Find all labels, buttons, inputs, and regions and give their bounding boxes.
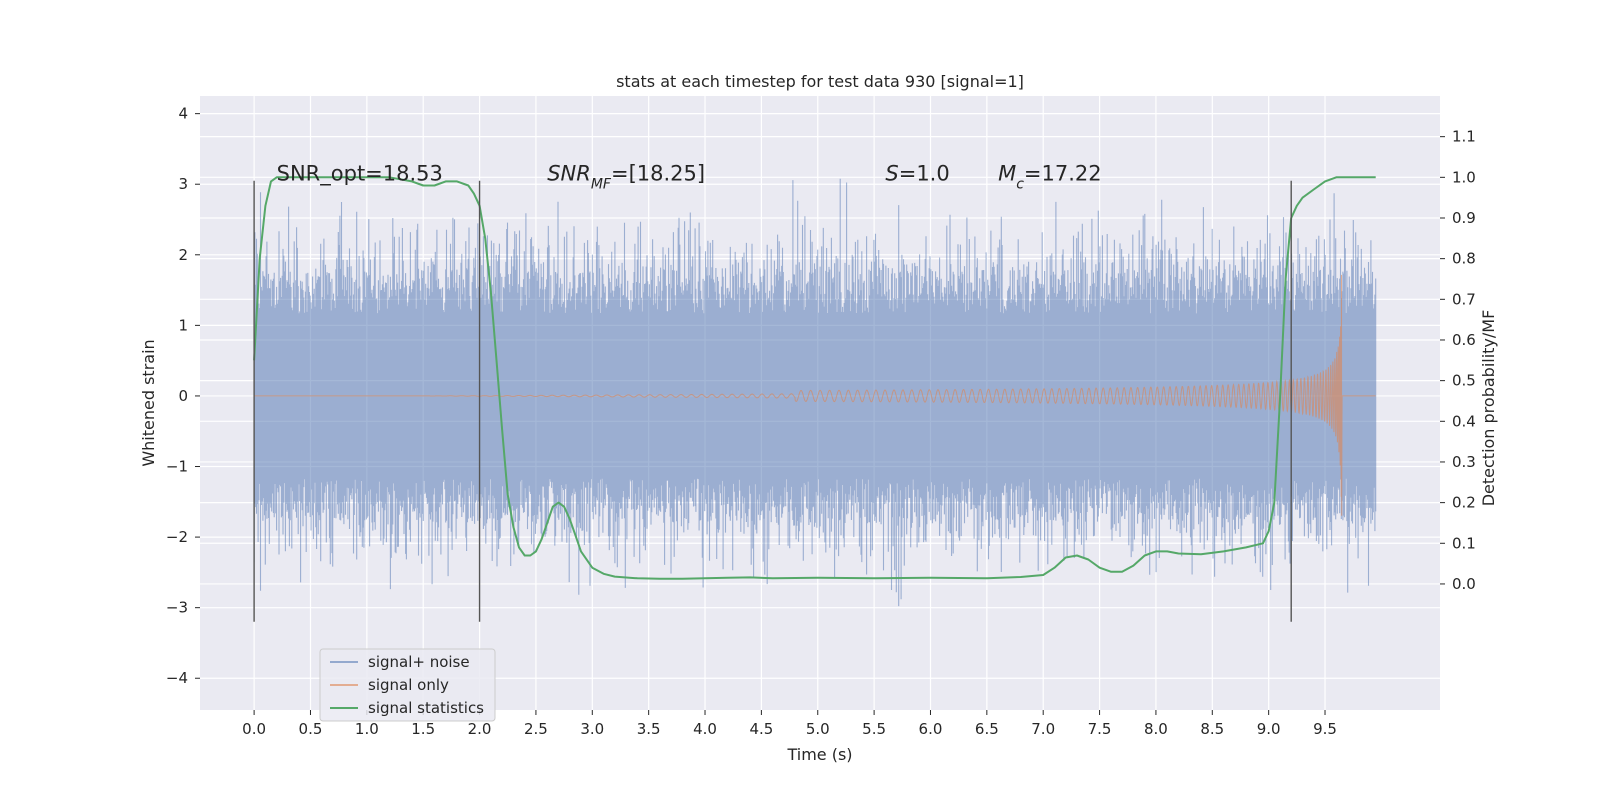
annotation-part: SNR xyxy=(547,162,591,186)
x-tick-label: 1.5 xyxy=(411,720,435,738)
annotation-part: c xyxy=(1016,177,1024,193)
x-tick-label: 9.0 xyxy=(1257,720,1281,738)
annotation-part: =17.22 xyxy=(1024,162,1102,186)
chart-title: stats at each timestep for test data 930… xyxy=(616,72,1024,91)
x-axis-ticks: 0.0 0.5 1.0 1.5 2.0 2.5 3.0 3.5 4.0 4.5 5.0 5.5 6.0 6… xyxy=(242,710,1337,738)
y2-axis-ticks: 0.0 0.1 0.2 0.3 0.4 0.5 0.6 0.7 0.8 0.9 1.0 1.1 xyxy=(1440,128,1476,593)
legend: signal+ noise signal only signal statist… xyxy=(319,648,496,722)
x-tick-label: 0.5 xyxy=(299,720,323,738)
x-tick-label: 5.5 xyxy=(862,720,886,738)
annotation-text: S=1.0 xyxy=(885,162,949,186)
y2-tick-label: 0.8 xyxy=(1452,250,1476,268)
annotation-text: SNRMF=[18.25] xyxy=(547,162,705,193)
y-tick-label: 3 xyxy=(178,175,188,193)
x-tick-label: 2.5 xyxy=(524,720,548,738)
y-axis-label: Whitened strain xyxy=(139,339,158,466)
y-tick-label: 1 xyxy=(178,316,188,334)
y-tick-label: 2 xyxy=(178,246,188,264)
y-tick-label: −2 xyxy=(166,528,188,546)
y2-tick-label: 0.3 xyxy=(1452,453,1476,471)
y2-tick-label: 0.2 xyxy=(1452,494,1476,512)
y-tick-label: 0 xyxy=(178,387,188,405)
y2-tick-label: 1.1 xyxy=(1452,128,1476,146)
legend-label-signal-statistics: signal statistics xyxy=(368,699,484,717)
annotation-part: S xyxy=(885,162,898,186)
annotation-text: SNR_opt=18.53 xyxy=(277,162,443,187)
y2-tick-label: 0.1 xyxy=(1452,534,1476,552)
x-tick-label: 0.0 xyxy=(242,720,266,738)
y2-tick-label: 0.6 xyxy=(1452,331,1476,349)
x-tick-label: 7.0 xyxy=(1031,720,1055,738)
x-tick-label: 7.5 xyxy=(1088,720,1112,738)
x-tick-label: 2.0 xyxy=(468,720,492,738)
x-tick-label: 1.0 xyxy=(355,720,379,738)
series-signal-statistics xyxy=(253,176,1376,580)
x-tick-label: 5.0 xyxy=(806,720,830,738)
x-tick-label: 6.5 xyxy=(975,720,999,738)
x-tick-label: 8.0 xyxy=(1144,720,1168,738)
x-tick-label: 4.0 xyxy=(693,720,717,738)
x-axis-label: Time (s) xyxy=(786,745,852,764)
x-tick-label: 4.5 xyxy=(749,720,773,738)
y2-tick-label: 0.4 xyxy=(1452,412,1476,430)
annotation-part: M xyxy=(998,162,1016,186)
y2-tick-label: 0.0 xyxy=(1452,575,1476,593)
annotation-part: =1.0 xyxy=(899,162,950,186)
y-tick-label: −3 xyxy=(166,599,188,617)
y2-axis-label: Detection probability/MF xyxy=(1479,310,1498,507)
series-layer xyxy=(253,176,1377,607)
y-tick-label: −1 xyxy=(166,458,188,476)
y-tick-label: −4 xyxy=(166,669,188,687)
annotation-part: SNR_opt=18.53 xyxy=(277,162,443,187)
annotation-part: MF xyxy=(591,177,612,193)
series-signal-only xyxy=(254,274,1376,516)
x-tick-label: 8.5 xyxy=(1200,720,1224,738)
legend-frame xyxy=(319,648,496,722)
y2-tick-label: 0.7 xyxy=(1452,290,1476,308)
x-tick-label: 6.0 xyxy=(919,720,943,738)
x-tick-label: 3.0 xyxy=(580,720,604,738)
y-tick-label: 4 xyxy=(178,105,188,123)
y2-tick-label: 1.0 xyxy=(1452,168,1476,186)
legend-label-signal-only: signal only xyxy=(368,676,449,694)
annotation-part: =[18.25] xyxy=(611,162,705,186)
y2-tick-label: 0.5 xyxy=(1452,372,1476,390)
y2-tick-label: 0.9 xyxy=(1452,209,1476,227)
annotation-text: Mc=17.22 xyxy=(998,162,1102,193)
vertical-markers xyxy=(253,180,1292,622)
annotations: SNR_opt=18.53 SNRMF=[18.25] S=1.0 Mc=17.22 xyxy=(277,162,1102,193)
x-tick-label: 9.5 xyxy=(1313,720,1337,738)
legend-label-signal-noise: signal+ noise xyxy=(368,653,470,671)
y-axis-ticks: −4 −3 −2 −1 0 1 2 3 4 xyxy=(166,105,200,687)
x-tick-label: 3.5 xyxy=(637,720,661,738)
